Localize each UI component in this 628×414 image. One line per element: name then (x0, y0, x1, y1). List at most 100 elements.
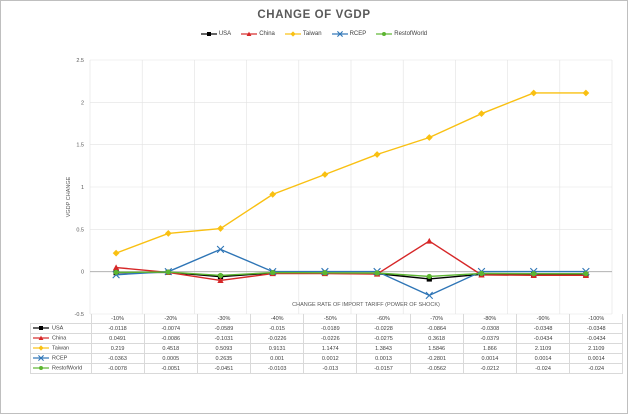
data-point-rcep (425, 291, 434, 300)
table-cell: 2.1109 (515, 343, 571, 354)
chart-title: CHANGE OF VGDP (257, 9, 371, 21)
data-point-rcep (216, 245, 225, 254)
table-cell: -0.0118 (90, 323, 145, 334)
series-line-rcep (116, 248, 586, 297)
table-row-header: China (30, 333, 92, 344)
table-cell: -0.0589 (196, 323, 252, 334)
table-row: China 0.0491 -0.0086 -0.1031 -0.0226 -0.0226-… (30, 333, 624, 344)
legend-label: RestofWorld (394, 31, 428, 37)
table-cell: 1.866 (462, 343, 518, 354)
table-cell: 0.2635 (196, 353, 252, 364)
data-point-restofworld (374, 270, 380, 276)
legend-label: Taiwan (302, 31, 322, 37)
data-table: -10% -20% -30% -40% -50% -60% -70% -80% -90% -100… (30, 314, 624, 374)
y-tick-label: 1 (81, 185, 84, 191)
series-restofworld (113, 269, 589, 280)
table-cell: -0.0078 (90, 363, 145, 374)
table-cell: 1.5846 (409, 343, 464, 354)
data-point-taiwan (478, 110, 485, 118)
table-cell: -0.0363 (90, 353, 145, 364)
table-cell: -0.0189 (303, 323, 358, 334)
category-label: -40% (250, 314, 305, 324)
legend-item-restofworld: RestofWorld (376, 31, 427, 37)
table-cell: -0.0451 (196, 363, 252, 374)
table-row-header: RCEP (30, 353, 92, 364)
table-cell: 0.0013 (356, 353, 411, 364)
legend-key (33, 345, 49, 351)
data-point-restofworld (217, 272, 224, 279)
table-row-header: Taiwan (30, 343, 92, 354)
table-cell: 0.0012 (303, 353, 358, 364)
y-axis-title: VGDP CHANGE (66, 176, 72, 217)
legend-label: RCEP (349, 31, 367, 37)
legend-swatch-marker (336, 31, 343, 37)
legend-key (33, 366, 49, 371)
table-cell: 0.001 (250, 353, 305, 364)
y-tick-label: 2.5 (76, 58, 84, 64)
category-label: -60% (356, 314, 411, 324)
table-cell: -0.0275 (356, 333, 411, 344)
table-row-header: RestofWorld (30, 363, 92, 374)
table-cell: 0.0491 (90, 333, 145, 344)
legend-item-china: China (241, 31, 275, 37)
table-cell: 2.1109 (569, 343, 624, 354)
data-point-china (426, 237, 433, 244)
series-name: China (52, 335, 67, 342)
series-taiwan (112, 89, 590, 257)
table-cell: -0.0379 (462, 333, 518, 344)
legend-swatch-marker (382, 32, 387, 36)
legend-key-marker (39, 366, 43, 371)
legend-swatch (200, 32, 217, 36)
table-cell: -0.024 (569, 363, 624, 374)
data-point-restofworld (270, 269, 276, 276)
table-row: RestofWorld -0.0078 -0.0051 -0.0451 -0.0103-… (30, 363, 624, 374)
table-cell: -0.0074 (143, 323, 198, 334)
legend-swatch (331, 31, 348, 37)
legend-swatch-marker (206, 32, 211, 36)
data-point-restofworld (478, 270, 485, 277)
y-tick-label: 1.5 (76, 143, 84, 149)
table-cell: 0.5093 (196, 343, 252, 354)
data-point-restofworld (426, 273, 432, 280)
table-cell: -0.0226 (250, 333, 305, 344)
legend-key (33, 355, 49, 362)
table-row-header: USA (30, 323, 92, 334)
legend-key-marker (38, 355, 44, 362)
data-point-taiwan (373, 151, 381, 158)
legend-item-taiwan: Taiwan (284, 31, 322, 37)
category-label: -100% (569, 314, 624, 324)
table-cell: -0.0086 (143, 333, 198, 344)
table-cell: -0.0864 (409, 323, 464, 334)
data-point-restofworld (322, 270, 328, 276)
data-point-restofworld (165, 269, 171, 275)
table-row: RCEP -0.0363 0.0005 0.2635 0.001 0.0012 0.0013… (30, 353, 624, 364)
table-corner (31, 314, 92, 324)
series-name: RCEP (52, 355, 68, 362)
data-point-china (112, 264, 120, 271)
category-label: -70% (409, 314, 464, 324)
data-point-restofworld (531, 271, 537, 277)
table-cell: 0.3618 (409, 333, 464, 344)
table-cell: -0.015 (250, 323, 305, 334)
table-cell: 1.3843 (356, 343, 411, 354)
data-point-taiwan (112, 249, 120, 257)
legend-key-marker (39, 326, 43, 331)
table-cell: -0.0051 (143, 363, 198, 374)
table-cell: -0.0434 (569, 333, 624, 344)
category-label: -80% (462, 314, 518, 324)
table-cell: -0.013 (303, 363, 358, 374)
table-cell: -0.1031 (196, 333, 252, 344)
data-point-taiwan (269, 190, 277, 198)
legend-swatch (284, 31, 301, 37)
table-cell: -0.0212 (462, 363, 518, 374)
legend-swatch (376, 32, 393, 36)
table-header-row: -10% -20% -30% -40% -50% -60% -70% -80% -90% -100… (31, 314, 624, 324)
data-point-taiwan (217, 225, 224, 232)
data-point-taiwan (321, 171, 329, 178)
data-point-taiwan (530, 89, 538, 97)
table-cell: -0.0226 (303, 333, 358, 344)
table-cell: 1.1474 (303, 343, 358, 354)
data-point-taiwan (164, 230, 172, 237)
y-tick-label: 0 (81, 270, 84, 276)
table-cell: -0.0348 (569, 323, 624, 334)
